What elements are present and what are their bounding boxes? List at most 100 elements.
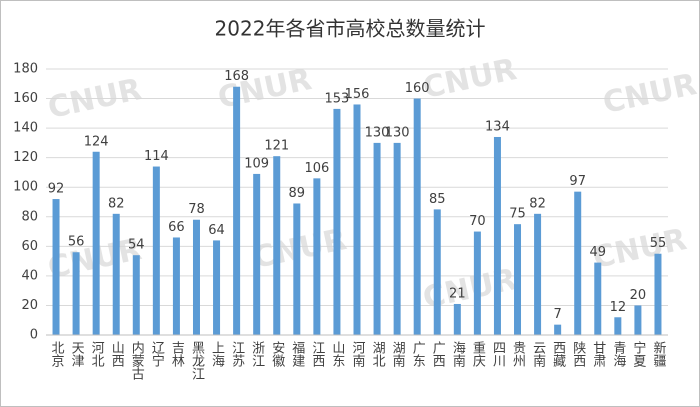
bar [112,213,120,335]
x-tick-label: 福建 [289,341,305,368]
data-label: 56 [68,235,85,250]
chart-title: 2022年各省市高校总数量统计 [215,17,486,41]
data-label: 54 [128,238,145,253]
data-label: 97 [569,174,586,189]
x-tick-label: 上海 [209,341,225,367]
data-label: 75 [509,207,526,222]
bar [493,136,501,335]
bar [72,252,80,335]
data-label: 121 [264,139,289,154]
y-tick-label: 100 [13,180,38,195]
data-label: 85 [429,192,446,207]
data-label: 89 [289,186,306,201]
bar [433,209,441,335]
bar [333,108,341,336]
x-tick-label: 湖南 [390,341,406,367]
bar [373,142,381,335]
x-tick-label: 新疆 [650,340,666,367]
bar [634,305,642,335]
bar [52,199,60,335]
bar [353,104,361,335]
data-label: 130 [385,125,410,140]
x-tick-label: 山西 [109,341,125,367]
data-label: 7 [554,307,562,322]
bar [233,86,241,335]
data-label: 66 [168,220,185,235]
x-tick-label: 天津 [69,341,85,367]
data-label: 12 [610,300,627,315]
data-label: 82 [108,196,125,211]
data-label: 106 [304,161,329,176]
x-tick-label: 甘肃 [590,341,606,367]
y-tick-label: 20 [21,298,38,313]
data-label: 156 [345,87,370,102]
data-label: 55 [650,236,667,251]
bar [554,324,562,335]
bar [213,240,221,335]
data-label: 70 [469,214,486,229]
bar [654,253,662,335]
bar [92,151,100,335]
bar [172,237,180,335]
x-tick-label: 吉林 [169,341,185,367]
x-tick-label: 河南 [350,341,366,367]
y-tick-label: 180 [13,62,38,77]
data-label: 20 [630,288,647,303]
data-label: 109 [244,156,269,171]
data-label: 114 [144,149,169,164]
y-tick-label: 140 [13,121,38,136]
x-tick-label: 西藏 [550,341,566,367]
data-label: 82 [529,196,546,211]
bar [473,231,481,335]
bar [453,303,461,335]
x-tick-label: 广西 [430,341,446,367]
bar [253,173,261,335]
x-tick-label: 广东 [410,341,426,367]
bar [152,166,160,335]
data-label: 130 [365,125,390,140]
y-tick-label: 0 [30,328,38,343]
data-label: 160 [405,81,430,96]
x-tick-label: 内蒙古 [129,340,145,380]
bar [273,156,281,335]
x-tick-label: 江苏 [229,341,245,367]
x-tick-label: 北京 [49,341,65,367]
bar [192,219,200,335]
x-tick-label: 浙江 [249,341,265,367]
bar [293,203,301,335]
bar [132,255,140,335]
x-tick-label: 陕西 [570,341,586,367]
y-tick-label: 80 [21,209,38,224]
y-tick-label: 40 [21,268,38,283]
bar [594,262,602,335]
x-tick-label: 海南 [450,341,466,367]
data-label: 134 [485,119,510,134]
bar [614,317,622,335]
x-tick-label: 重庆 [470,340,486,367]
x-tick-label: 贵州 [510,341,526,367]
x-tick-label: 云南 [530,341,546,367]
x-tick-label: 安徽 [269,341,285,367]
x-tick-label: 山东 [329,341,345,367]
data-label: 124 [84,134,109,149]
bar [514,224,522,335]
bar [574,191,582,335]
bar [393,142,401,335]
x-tick-label: 河北 [89,341,105,368]
bar [313,178,321,335]
data-label: 92 [48,182,65,197]
x-tick-label: 江西 [309,341,325,367]
x-tick-label: 黑龙江 [189,341,205,380]
x-tick-label: 湖北 [370,341,386,368]
data-label: 153 [325,91,350,106]
x-tick-label: 辽宁 [149,341,165,367]
x-tick-label: 四川 [490,341,506,367]
data-label: 168 [224,69,249,84]
y-tick-label: 120 [13,150,38,165]
x-tick-label: 宁夏 [630,340,646,367]
data-label: 49 [590,245,607,260]
bar [413,98,421,335]
data-label: 21 [449,286,466,301]
